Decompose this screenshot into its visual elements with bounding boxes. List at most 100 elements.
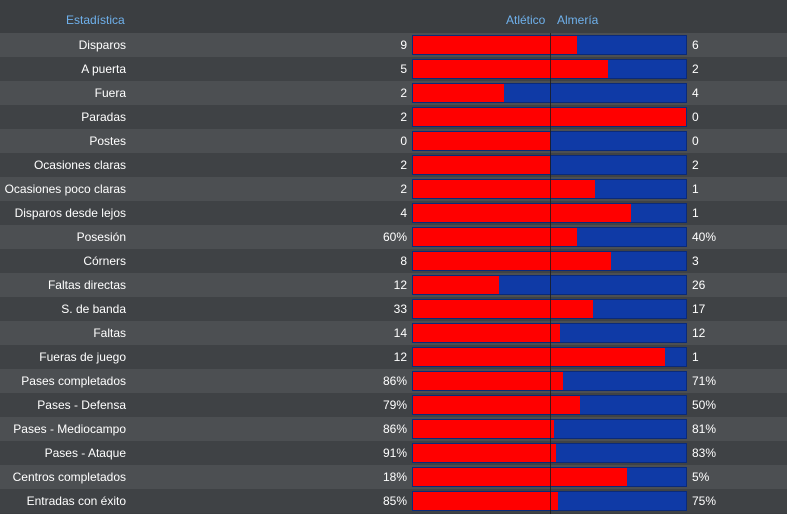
home-value: 86% <box>382 374 407 388</box>
stat-label: Disparos <box>78 38 126 52</box>
home-value: 8 <box>400 254 407 268</box>
home-share-fill <box>413 156 550 174</box>
away-value: 6 <box>692 38 699 52</box>
stat-row: Pases - Mediocampo 86% 81% <box>0 417 787 441</box>
away-value: 17 <box>692 302 706 316</box>
stat-row: Centros completados 18% 5% <box>0 465 787 489</box>
stat-label: Posesión <box>76 230 126 244</box>
comparison-bar <box>412 203 687 223</box>
stat-row: Faltas directas 12 26 <box>0 273 787 297</box>
home-share-fill <box>413 420 554 438</box>
home-share-fill <box>413 468 627 486</box>
home-value: 0 <box>400 134 407 148</box>
stat-row: Disparos 9 6 <box>0 33 787 57</box>
stat-label: Faltas <box>93 326 126 340</box>
away-value: 2 <box>692 62 699 76</box>
home-share-fill <box>413 324 560 342</box>
stat-label: Pases completados <box>21 374 126 388</box>
stat-label: S. de banda <box>61 302 126 316</box>
comparison-bar <box>412 227 687 247</box>
comparison-bar <box>412 179 687 199</box>
away-value: 1 <box>692 206 699 220</box>
comparison-bar <box>412 467 687 487</box>
away-value: 81% <box>692 422 717 436</box>
stat-label: Centros completados <box>12 470 126 484</box>
away-value: 0 <box>692 110 699 124</box>
stat-label: Fueras de juego <box>39 350 126 364</box>
home-share-fill <box>413 276 500 294</box>
stat-label: Disparos desde lejos <box>14 206 126 220</box>
column-header-statistic[interactable]: Estadística <box>66 13 125 27</box>
away-value: 0 <box>692 134 699 148</box>
stat-row: Paradas 2 0 <box>0 105 787 129</box>
stat-label: A puerta <box>81 62 126 76</box>
comparison-bar <box>412 323 687 343</box>
comparison-bar <box>412 443 687 463</box>
home-share-fill <box>413 228 577 246</box>
home-share-fill <box>413 444 556 462</box>
away-value: 75% <box>692 494 717 508</box>
stat-row: S. de banda 33 17 <box>0 297 787 321</box>
home-value: 2 <box>400 110 407 124</box>
stat-label: Pases - Mediocampo <box>13 422 126 436</box>
home-value: 2 <box>400 158 407 172</box>
stat-label: Entradas con éxito <box>26 494 126 508</box>
home-share-fill <box>413 60 608 78</box>
comparison-bar <box>412 419 687 439</box>
away-value: 83% <box>692 446 717 460</box>
stat-row: Entradas con éxito 85% 75% <box>0 489 787 513</box>
stat-row: Fueras de juego 12 1 <box>0 345 787 369</box>
comparison-bar <box>412 491 687 511</box>
home-share-fill <box>413 132 550 150</box>
home-value: 9 <box>400 38 407 52</box>
comparison-bar <box>412 251 687 271</box>
column-header-home-team[interactable]: Atlético <box>506 13 546 27</box>
stat-row: Posesión 60% 40% <box>0 225 787 249</box>
home-value: 91% <box>382 446 407 460</box>
stat-row: Fuera 2 4 <box>0 81 787 105</box>
stats-table: Disparos 9 6 A puerta 5 2 Fuera 2 4 Paradas 2 0 Post… <box>0 33 787 513</box>
stat-label: Pases - Ataque <box>44 446 126 460</box>
home-share-fill <box>413 396 581 414</box>
home-value: 2 <box>400 86 407 100</box>
stat-row: Disparos desde lejos 4 1 <box>0 201 787 225</box>
home-value: 18% <box>382 470 407 484</box>
home-share-fill <box>413 108 686 126</box>
comparison-bar <box>412 347 687 367</box>
comparison-bar <box>412 59 687 79</box>
away-value: 5% <box>692 470 710 484</box>
stat-row: Ocasiones poco claras 2 1 <box>0 177 787 201</box>
home-share-fill <box>413 36 577 54</box>
stat-row: Pases - Ataque 91% 83% <box>0 441 787 465</box>
comparison-bar <box>412 275 687 295</box>
home-share-fill <box>413 204 632 222</box>
away-value: 71% <box>692 374 717 388</box>
comparison-bar <box>412 131 687 151</box>
away-value: 2 <box>692 158 699 172</box>
home-share-fill <box>413 180 596 198</box>
stat-row: Postes 0 0 <box>0 129 787 153</box>
stat-row: A puerta 5 2 <box>0 57 787 81</box>
away-value: 4 <box>692 86 699 100</box>
home-share-fill <box>413 252 612 270</box>
home-value: 60% <box>382 230 407 244</box>
comparison-bar <box>412 395 687 415</box>
comparison-bar <box>412 155 687 175</box>
stat-row: Pases - Defensa 79% 50% <box>0 393 787 417</box>
home-value: 86% <box>382 422 407 436</box>
away-value: 40% <box>692 230 717 244</box>
away-value: 50% <box>692 398 717 412</box>
home-share-fill <box>413 372 563 390</box>
home-value: 4 <box>400 206 407 220</box>
stat-label: Fuera <box>94 86 126 100</box>
away-value: 1 <box>692 350 699 364</box>
stat-label: Córners <box>83 254 126 268</box>
home-share-fill <box>413 348 665 366</box>
home-value: 85% <box>382 494 407 508</box>
home-share-fill <box>413 84 504 102</box>
home-value: 14 <box>393 326 407 340</box>
stat-label: Paradas <box>81 110 126 124</box>
comparison-bar <box>412 371 687 391</box>
home-share-fill <box>413 492 558 510</box>
column-header-away-team[interactable]: Almería <box>557 13 599 27</box>
